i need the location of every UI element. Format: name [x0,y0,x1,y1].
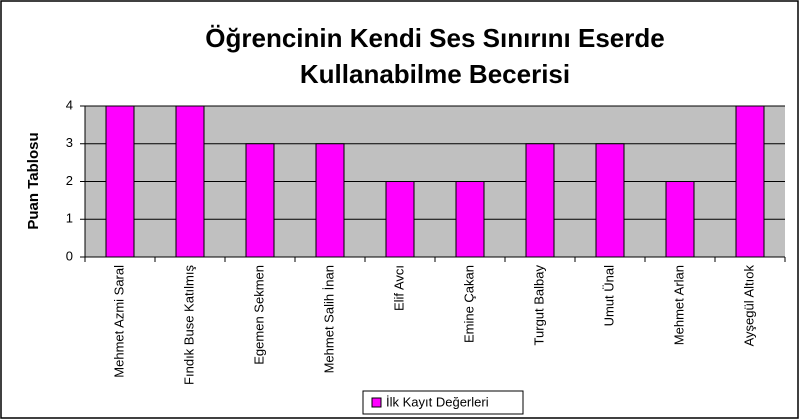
bar [735,105,765,258]
bar [175,105,205,258]
legend-swatch [371,397,382,408]
x-tick-label: Fındık Buse Katılmış [181,265,196,385]
y-tick-label: 3 [66,135,73,150]
bar [315,143,345,258]
x-tick-label: Egemen Sekmen [251,265,266,365]
x-tick-label: Mehmet Azmi Saral [111,265,126,378]
x-tick-label: Mehmet Arlan [671,265,686,345]
chart-title: Kullanabilme Becerisi [300,59,570,89]
x-tick-label: Emine Çakan [461,265,476,343]
bar [385,181,415,258]
y-tick-label: 4 [66,97,73,112]
x-tick-label: Umut Ünal [601,265,616,327]
legend-box [362,390,524,415]
y-tick-label: 1 [66,211,73,226]
y-axis-label: Puan Tablosu [25,132,42,229]
bar [105,105,135,258]
x-tick-label: Ayşegül Altıok [741,265,756,347]
x-tick-label: Turgut Balbay [531,265,546,346]
x-tick-label: Mehmet Salih İnan [321,265,336,373]
legend-label: İlk Kayıt Değerleri [386,394,489,409]
bar [455,181,485,258]
bar [595,143,625,258]
x-tick-label: Elif Avcı [391,265,406,311]
y-tick-label: 2 [66,173,73,188]
bar [665,181,695,258]
bar [525,143,555,258]
y-tick-label: 0 [66,248,73,263]
bar [245,143,275,258]
chart-title: Öğrencinin Kendi Ses Sınırını Eserde [205,23,664,53]
